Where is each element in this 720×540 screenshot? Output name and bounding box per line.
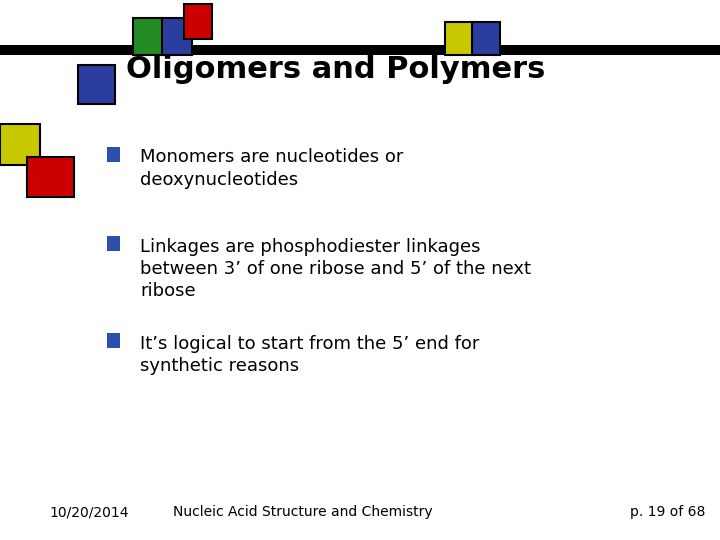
- Text: Nucleic Acid Structure and Chemistry: Nucleic Acid Structure and Chemistry: [173, 505, 432, 519]
- Bar: [184, 4, 212, 39]
- Bar: [133, 18, 163, 55]
- Text: Oligomers and Polymers: Oligomers and Polymers: [126, 55, 545, 84]
- Bar: [107, 147, 120, 162]
- Text: It’s logical to start from the 5’ end for
synthetic reasons: It’s logical to start from the 5’ end fo…: [140, 335, 480, 375]
- Bar: [78, 65, 115, 104]
- Bar: [445, 22, 474, 55]
- Bar: [162, 18, 192, 55]
- Bar: [0, 124, 40, 165]
- Bar: [27, 157, 74, 197]
- Text: 10/20/2014: 10/20/2014: [49, 505, 128, 519]
- Text: Linkages are phosphodiester linkages
between 3’ of one ribose and 5’ of the next: Linkages are phosphodiester linkages bet…: [140, 238, 531, 300]
- Bar: [107, 333, 120, 348]
- Bar: [0, 45, 720, 55]
- Bar: [107, 236, 120, 251]
- Text: p. 19 of 68: p. 19 of 68: [630, 505, 706, 519]
- Bar: [472, 22, 500, 55]
- Text: Monomers are nucleotides or
deoxynucleotides: Monomers are nucleotides or deoxynucleot…: [140, 148, 404, 188]
